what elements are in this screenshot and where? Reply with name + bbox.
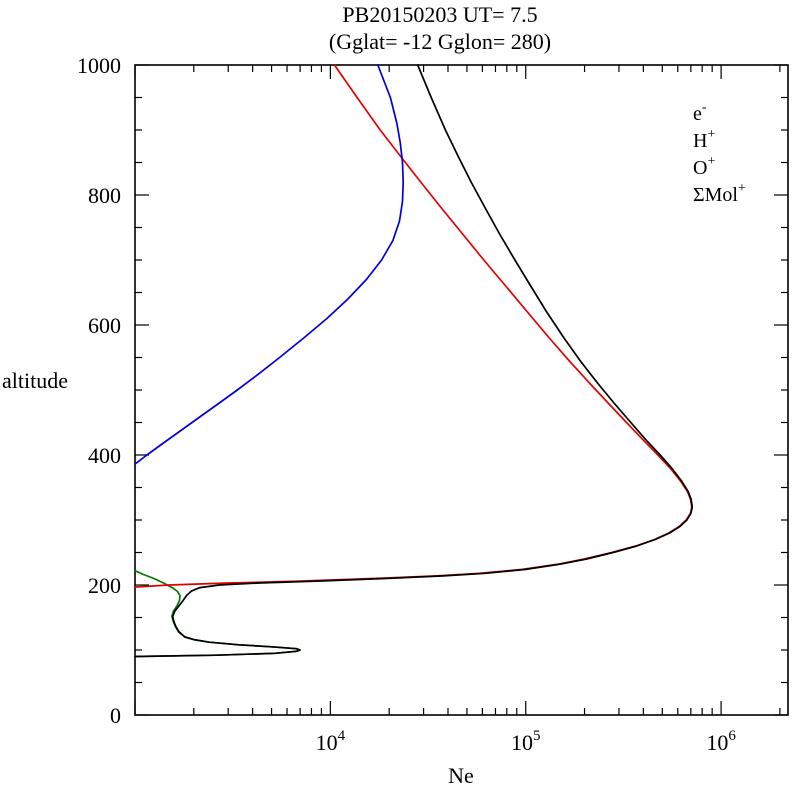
series-electrons [134, 64, 694, 658]
y-tick-label: 200 [88, 573, 121, 598]
x-tick-label: 106 [706, 728, 736, 755]
y-tick-label: 400 [88, 443, 121, 468]
legend-label-sum-mol-ions: ΣMol+ [693, 181, 746, 206]
y-axis-label: altitude [2, 368, 68, 393]
y-tick-label: 1000 [77, 53, 121, 78]
data-series [134, 64, 694, 658]
y-tick-label: 0 [110, 703, 121, 728]
series-o-plus [134, 64, 693, 588]
legend-label-o-plus: O+ [693, 154, 715, 179]
legend: e-H+O+ΣMol+ [693, 100, 746, 206]
x-axis-label: Ne [448, 763, 474, 788]
series-h-plus [134, 64, 405, 465]
chart-title: PB20150203 UT= 7.5 [342, 2, 537, 27]
x-tick-label: 104 [316, 728, 346, 755]
axis-ticks [134, 64, 788, 716]
axis-tick-labels: 0 200 400 600 800 1000 104 105 106 [77, 53, 736, 755]
x-tick-label: 105 [511, 728, 541, 755]
legend-label-h-plus: H+ [693, 127, 715, 152]
y-tick-label: 800 [88, 183, 121, 208]
legend-label-electrons: e- [693, 100, 707, 125]
chart-subtitle: (Gglat= -12 Gglon= 280) [329, 29, 551, 54]
y-tick-label: 600 [88, 313, 121, 338]
